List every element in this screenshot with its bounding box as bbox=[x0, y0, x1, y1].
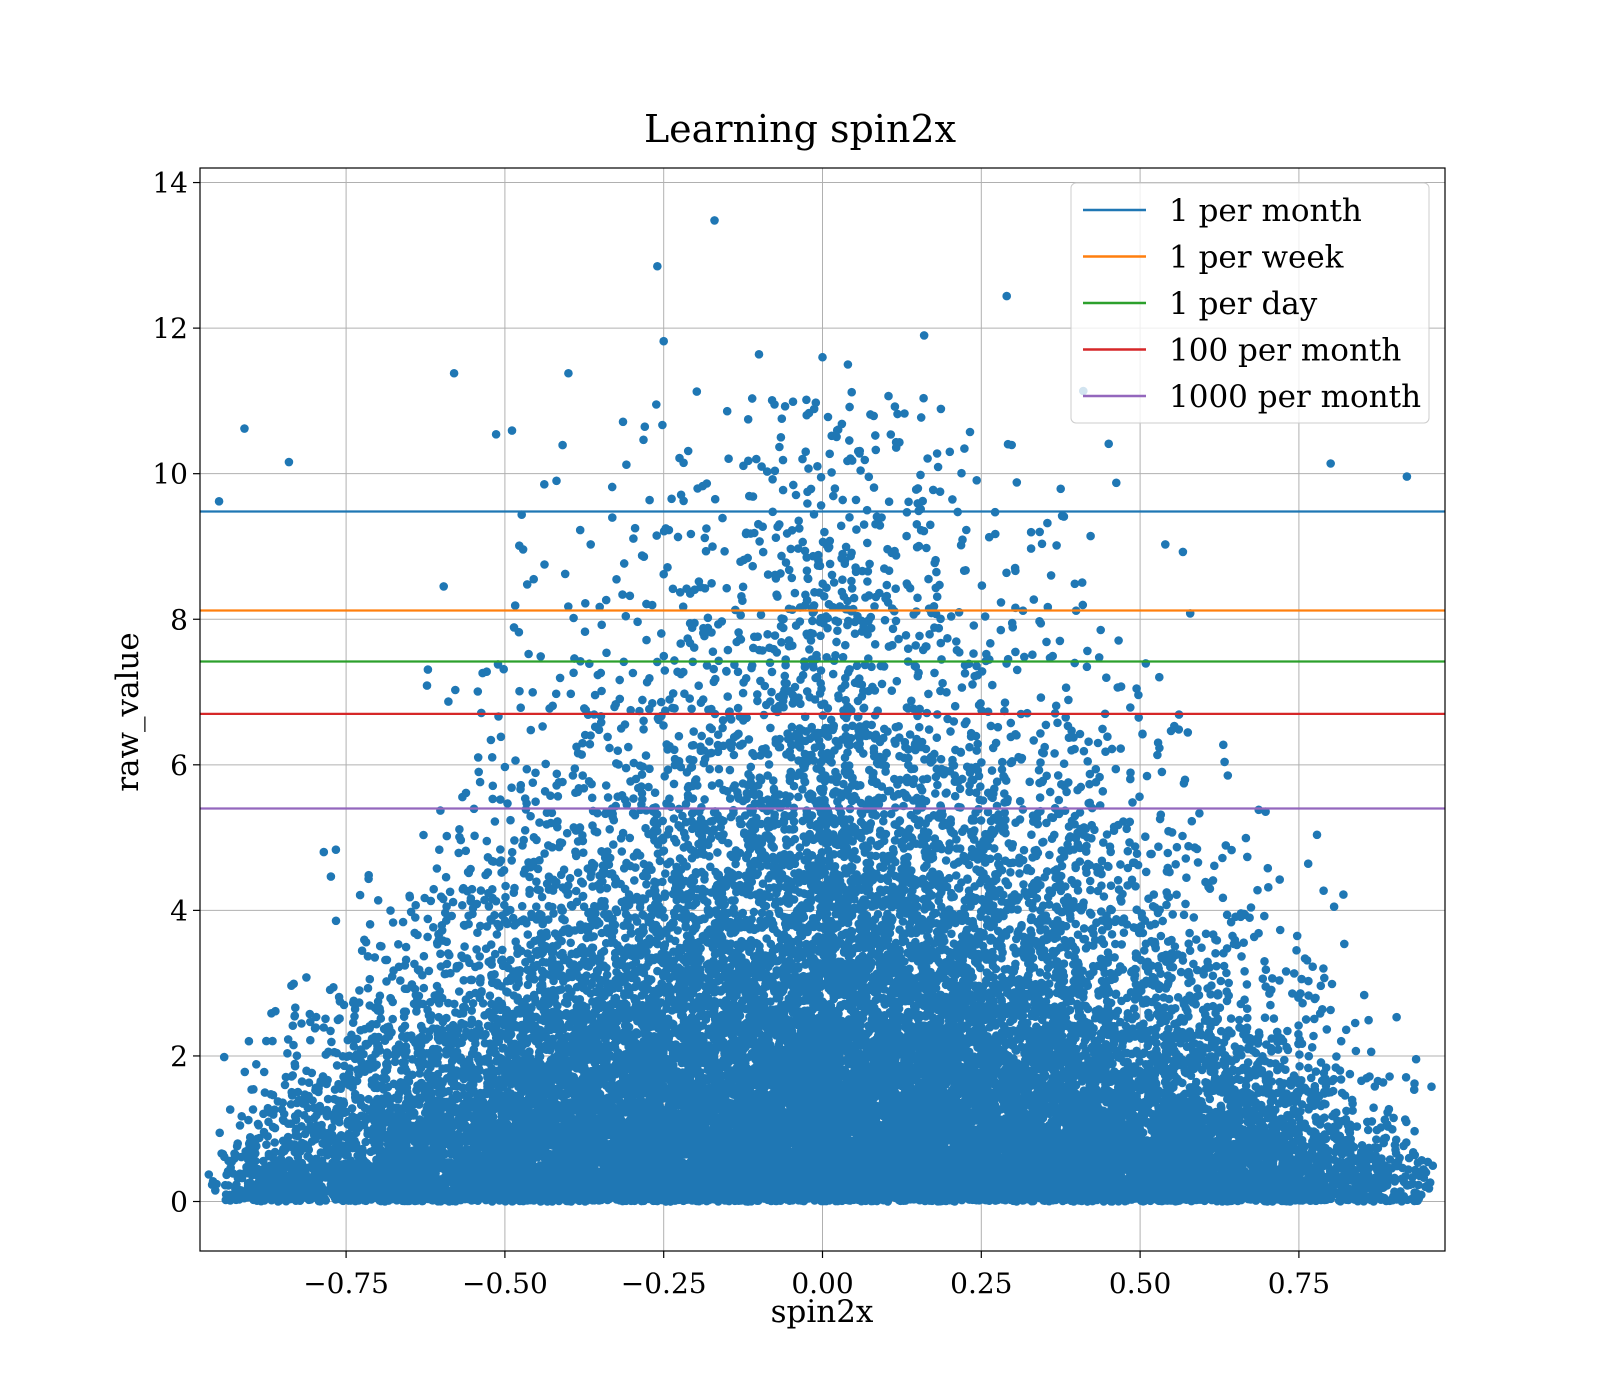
scatter-point bbox=[818, 352, 827, 362]
scatter-point bbox=[1402, 472, 1412, 481]
x-axis-ticks: −0.75 −0.50 −0.25 0.00 0.25 0.50 0.75 bbox=[303, 1251, 1330, 1300]
scatter-point bbox=[564, 368, 573, 378]
scatter-point bbox=[919, 331, 929, 340]
legend: 1 per month 1 per week 1 per day 100 per mo… bbox=[1070, 182, 1430, 424]
legend-label: 1 per week bbox=[1169, 240, 1344, 276]
legend-label: 1000 per month bbox=[1169, 379, 1421, 415]
x-tick-label: −0.25 bbox=[621, 1267, 707, 1300]
x-tick-label: 0.50 bbox=[1109, 1267, 1171, 1300]
scatter-point bbox=[449, 368, 459, 378]
scatter-point bbox=[754, 350, 764, 359]
scatter-point bbox=[653, 261, 662, 271]
y-tick-label: 4 bbox=[170, 894, 188, 927]
y-tick-label: 12 bbox=[152, 312, 188, 345]
x-tick-label: −0.50 bbox=[462, 1267, 548, 1300]
scatter-point-cloud bbox=[204, 386, 1438, 1206]
chart-title: Learning spin2x bbox=[644, 107, 956, 151]
y-tick-label: 8 bbox=[170, 603, 188, 636]
scatter-point bbox=[240, 424, 249, 433]
threshold-lines bbox=[200, 510, 1445, 810]
scatter-point bbox=[710, 216, 719, 225]
legend-label: 1 per day bbox=[1169, 286, 1318, 322]
x-tick-label: 0.25 bbox=[950, 1267, 1012, 1300]
scatter-point bbox=[1002, 291, 1012, 301]
x-tick-label: 0.00 bbox=[791, 1267, 853, 1300]
x-tick-label: −0.75 bbox=[303, 1267, 389, 1300]
scatter-point bbox=[284, 457, 294, 467]
y-tick-label: 14 bbox=[152, 167, 188, 200]
scatter-point bbox=[659, 336, 668, 346]
scatter-point bbox=[214, 497, 224, 506]
legend-box bbox=[1070, 182, 1430, 424]
legend-label: 1 per month bbox=[1169, 193, 1362, 229]
y-axis-label: raw_value bbox=[110, 632, 146, 792]
y-tick-label: 2 bbox=[170, 1040, 188, 1073]
legend-label: 100 per month bbox=[1169, 333, 1401, 369]
scatter-point bbox=[843, 360, 853, 369]
y-tick-label: 6 bbox=[170, 749, 188, 782]
x-axis-label: spin2x bbox=[771, 1294, 874, 1330]
y-tick-label: 0 bbox=[170, 1186, 188, 1219]
y-tick-label: 10 bbox=[152, 458, 188, 491]
y-axis-ticks: 0 2 4 6 8 10 12 14 bbox=[152, 167, 200, 1219]
x-tick-label: 0.75 bbox=[1268, 1267, 1330, 1300]
scatter-points bbox=[204, 216, 1438, 1206]
scatter-point bbox=[1326, 459, 1335, 468]
